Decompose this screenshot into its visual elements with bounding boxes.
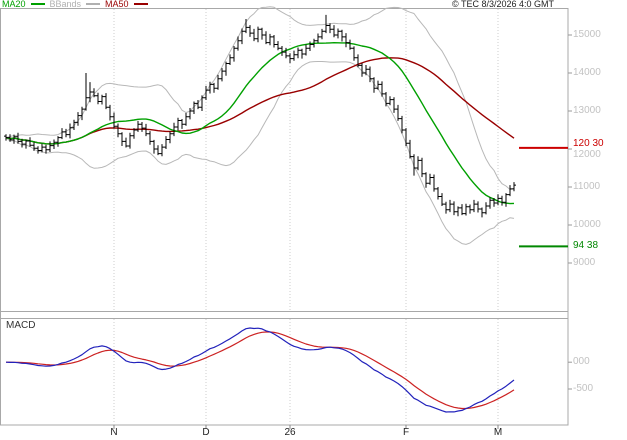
- legend: MA20 BBands MA50: [2, 0, 148, 9]
- ma50-legend-label: MA50: [105, 0, 129, 9]
- copyright-text: © TEC 8/3/2026 4:0 GMT: [452, 0, 555, 9]
- ma50-legend-line: [133, 3, 148, 5]
- chart-frame: [0, 8, 569, 426]
- ma20-legend-line: [30, 3, 45, 5]
- price-axis-label: 10000: [573, 219, 601, 230]
- month-label: 26: [284, 427, 296, 438]
- bbands-legend-label: BBands: [49, 0, 82, 9]
- month-label: F: [402, 427, 410, 438]
- price-axis-label: 14000: [573, 67, 601, 78]
- ohlc-bars: [4, 14, 516, 218]
- macd-axis-label: 000: [573, 356, 590, 367]
- ma20-line: [5, 42, 515, 205]
- resistance-tag: 120 30: [573, 138, 604, 149]
- macd-axis-label: -500: [573, 383, 594, 394]
- support-tag: 94 38: [573, 240, 599, 251]
- macd-signal-line: [6, 331, 515, 410]
- price-axis-label: 15000: [573, 29, 601, 40]
- month-label: M: [493, 427, 503, 438]
- price-axis-label: 11000: [573, 181, 601, 192]
- month-label: N: [110, 427, 118, 438]
- price-axis-label: 12000: [573, 149, 601, 160]
- bollinger-upper-line: [5, 6, 515, 190]
- macd-panel-title: MACD: [6, 320, 36, 331]
- price-axis-label: 9000: [573, 257, 596, 268]
- bbands-legend-line: [86, 3, 101, 5]
- price-axis-label: 13000: [573, 105, 601, 116]
- month-label: D: [202, 427, 210, 438]
- ma20-legend-label: MA20: [2, 0, 26, 9]
- macd-line: [5, 327, 515, 413]
- bollinger-lower-line: [5, 61, 515, 245]
